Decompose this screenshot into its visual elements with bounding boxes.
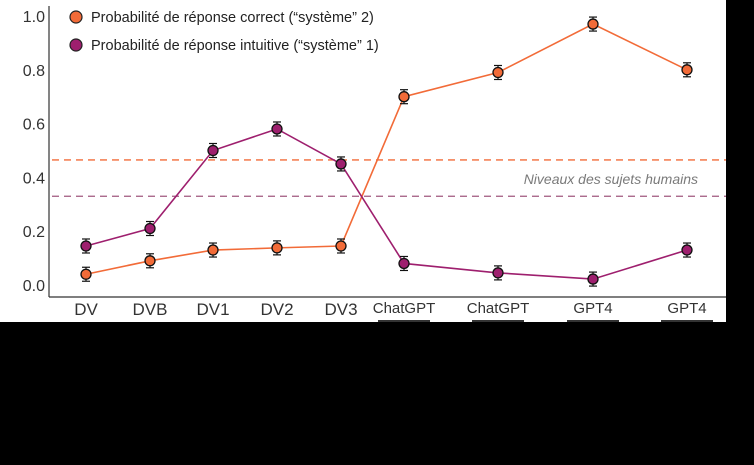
y-tick-label: 0.0 (23, 278, 45, 295)
y-tick-label: 0.4 (23, 170, 45, 187)
data-point (271, 242, 283, 254)
y-tick-label: 0.8 (23, 63, 45, 80)
x-tick-label: ChatGPT (373, 300, 436, 317)
x-tick-label: ChatGPT (467, 300, 530, 317)
x-tick-label-clipped (661, 320, 713, 322)
x-tick-label-clipped (378, 320, 430, 322)
data-point (681, 244, 693, 256)
x-tick-label: DV (74, 300, 98, 319)
line-chart: 0.0 0.2 0.4 0.6 0.8 1.0 DV DVB DV1 DV2 DV3 ChatGPT… (23, 6, 726, 322)
y-tick-label: 0.6 (23, 117, 45, 134)
x-tick-label: DV2 (260, 300, 293, 319)
series-group (80, 16, 693, 287)
x-tick-label: DV1 (196, 300, 229, 319)
x-tick-label: DVB (133, 300, 168, 319)
x-tick-label: GPT4 (667, 300, 706, 317)
chart-panel: 0.0 0.2 0.4 0.6 0.8 1.0 DV DVB DV1 DV2 DV3 ChatGPT… (0, 0, 726, 322)
legend-marker (69, 38, 83, 52)
series-intuitive (80, 121, 693, 287)
y-axis: 0.0 0.2 0.4 0.6 0.8 1.0 (23, 6, 50, 297)
data-point (80, 268, 92, 280)
x-tick-label-clipped (567, 320, 619, 322)
x-tick-label-clipped (472, 320, 524, 322)
data-point (492, 267, 504, 279)
x-tick-label: DV3 (324, 300, 357, 319)
data-point (398, 257, 410, 270)
legend: Probabilité de réponse correct (“système… (69, 10, 379, 54)
y-tick-label: 0.2 (23, 224, 45, 241)
series-correct (80, 16, 693, 282)
data-point (587, 18, 599, 30)
legend-marker (69, 10, 83, 24)
data-point (398, 91, 410, 103)
data-point (587, 273, 599, 285)
data-point (492, 66, 504, 79)
human-level-annotation: Niveaux des sujets humains (524, 171, 698, 187)
data-point (335, 158, 347, 170)
x-axis: DV DVB DV1 DV2 DV3 ChatGPT ChatGPT GPT4 GPT4 (49, 296, 726, 322)
data-point (207, 244, 219, 256)
data-point (681, 64, 693, 76)
data-point (144, 222, 156, 235)
data-point (207, 144, 219, 157)
legend-label: Probabilité de réponse correct (“système… (91, 10, 374, 26)
data-point (80, 240, 92, 252)
data-point (144, 255, 156, 267)
reference-lines (52, 159, 726, 197)
x-tick-label: GPT4 (573, 300, 612, 317)
data-point (335, 240, 347, 252)
data-point (271, 123, 283, 135)
y-tick-label: 1.0 (23, 9, 45, 26)
legend-label: Probabilité de réponse intuitive (“systè… (91, 38, 379, 54)
